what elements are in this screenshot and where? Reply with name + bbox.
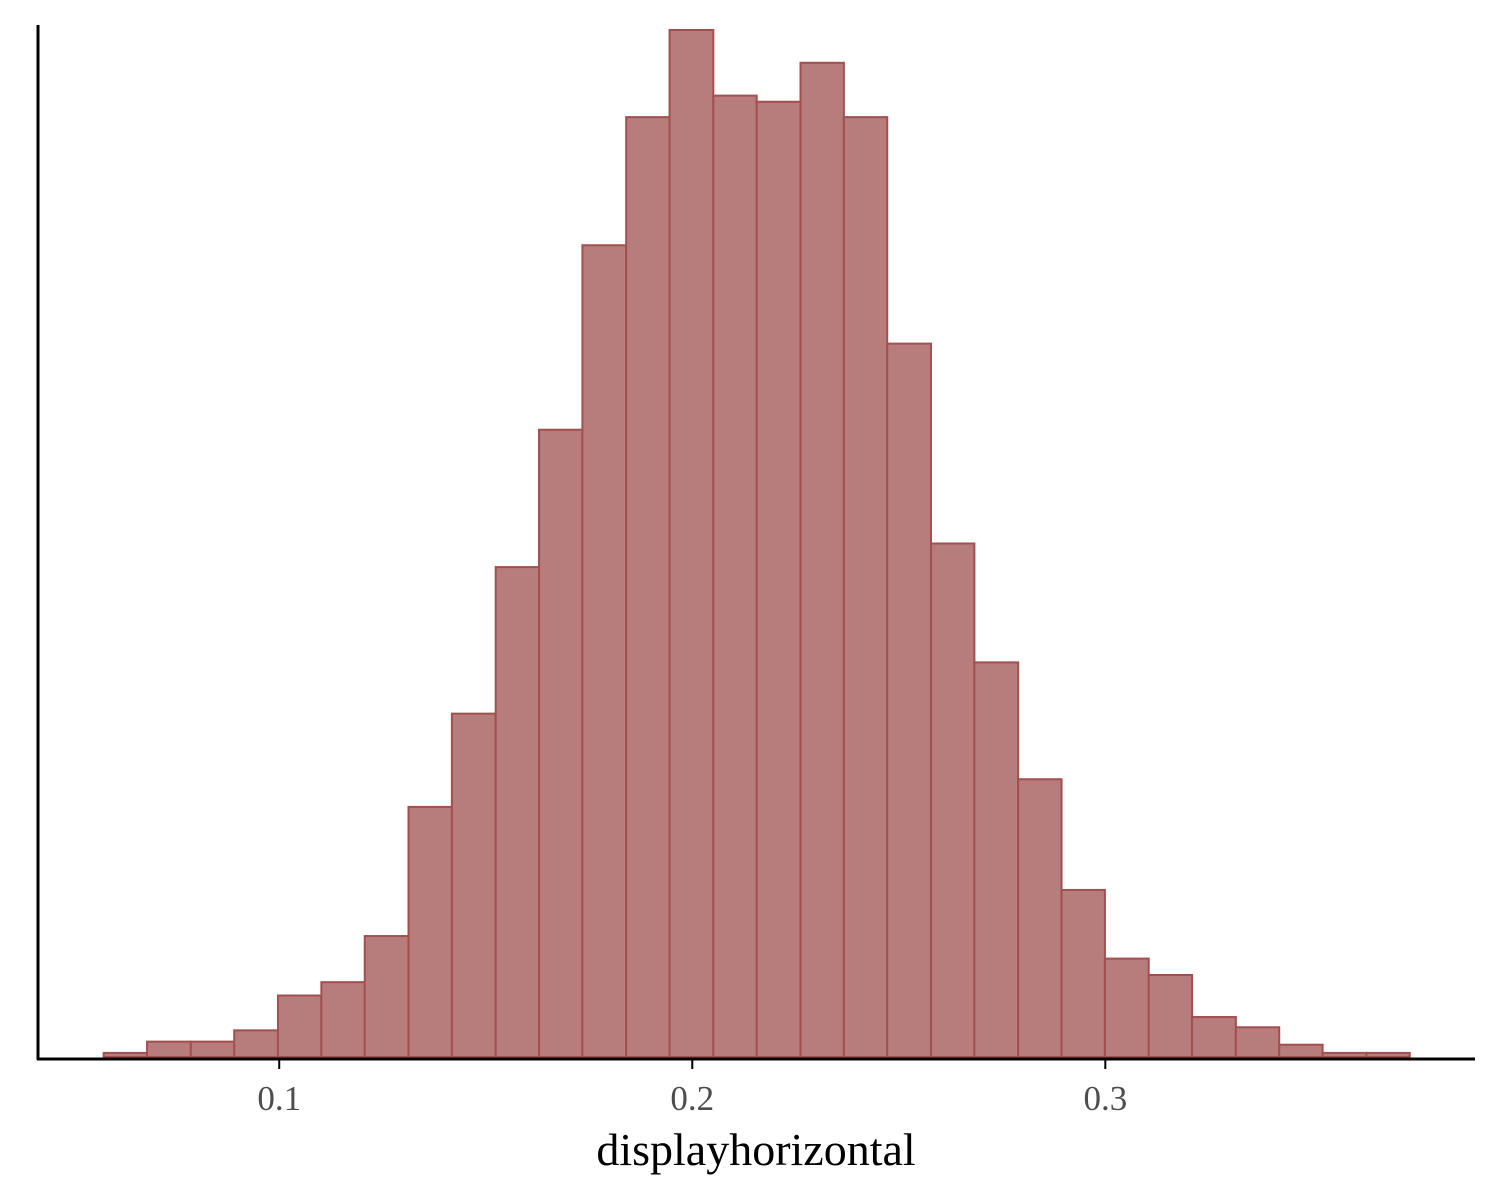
histogram-bar [233,1029,279,1059]
histogram-bar [1191,1016,1237,1058]
histogram-bar [625,116,671,1058]
histogram-bar [973,661,1020,1058]
histogram-bar [1103,957,1150,1059]
x-axis-title: displayhorizontal [596,1124,915,1175]
x-tick-label: 0.2 [670,1079,714,1118]
x-axis-ticks: 0.1 0.2 0.3 [257,1060,1127,1118]
histogram-bar [1017,778,1063,1058]
histogram-bar [930,542,976,1058]
histogram-bar [1278,1043,1324,1058]
histogram-bar [886,342,933,1059]
histogram-bars [102,29,1411,1059]
histogram-bar [276,994,323,1058]
histogram-bar [1060,888,1106,1058]
histogram-bar [1234,1026,1281,1059]
histogram-bar [581,244,628,1059]
histogram-bar [842,116,889,1058]
histogram-bar [1321,1051,1368,1058]
histogram-bar [450,712,497,1058]
x-tick-label: 0.3 [1083,1079,1127,1118]
histogram-bar [320,981,366,1059]
histogram-bar [1147,974,1194,1058]
histogram-bar [189,1040,236,1058]
x-tick-label: 0.1 [257,1079,301,1118]
histogram-bar [755,100,802,1058]
histogram-bar [363,935,410,1059]
histogram-bar [102,1051,149,1058]
histogram-bar [712,94,758,1059]
histogram-bar [1365,1051,1411,1058]
histogram-bar [407,805,453,1058]
histogram-bar [146,1040,192,1058]
histogram-bar [538,428,584,1058]
histogram-bar [668,29,715,1058]
histogram-bar [799,61,845,1059]
histogram-bar [494,566,541,1058]
